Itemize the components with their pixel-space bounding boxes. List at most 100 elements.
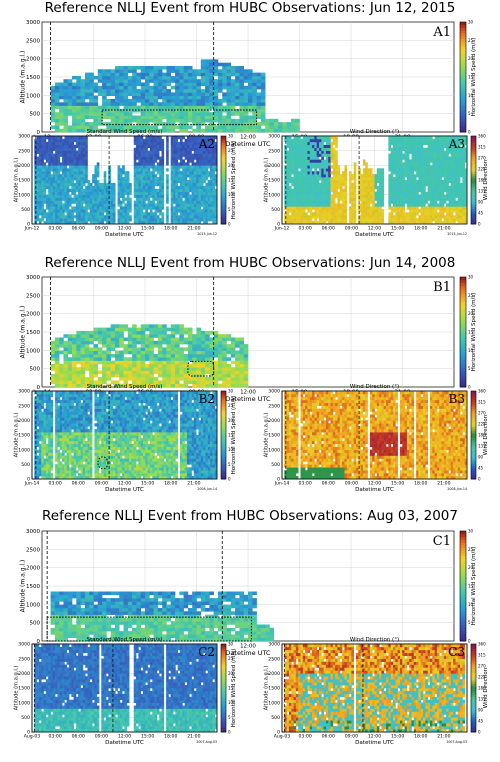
- data-cell: [43, 153, 47, 157]
- data-cell: [325, 194, 329, 198]
- data-cell: [319, 197, 322, 201]
- data-cell: [156, 138, 160, 143]
- data-cell: [110, 122, 116, 126]
- data-cell: [443, 180, 447, 184]
- data-cell: [173, 182, 176, 187]
- data-cell: [351, 185, 354, 190]
- data-cell: [145, 191, 148, 195]
- data-cell: [180, 182, 183, 187]
- data-cell: [186, 150, 190, 154]
- data-cell: [443, 150, 447, 154]
- data-cell: [85, 138, 88, 143]
- data-cell: [397, 180, 401, 184]
- data-cell: [161, 221, 165, 225]
- data-cell: [127, 69, 133, 73]
- data-cell: [55, 203, 58, 207]
- data-cell: [170, 147, 174, 151]
- data-cell: [325, 136, 329, 140]
- data-cell: [57, 136, 61, 140]
- data-cell: [152, 171, 155, 175]
- data-cell: [80, 79, 86, 83]
- data-cell: [316, 212, 320, 216]
- data-cell: [198, 168, 202, 172]
- data-cell: [186, 180, 190, 184]
- data-cell: [434, 165, 438, 169]
- data-cell: [156, 182, 160, 187]
- data-cell: [191, 215, 195, 219]
- data-cell: [312, 185, 315, 190]
- data-cell: [203, 191, 206, 195]
- data-cell: [108, 197, 111, 201]
- data-cell: [210, 174, 213, 178]
- data-cell: [140, 206, 144, 210]
- data-cell: [260, 99, 266, 103]
- data-cell: [48, 182, 51, 187]
- data-cell: [41, 194, 44, 198]
- data-cell: [69, 209, 72, 213]
- data-cell: [55, 177, 58, 181]
- data-cell: [45, 212, 49, 216]
- data-cell: [99, 197, 102, 201]
- data-cell: [149, 171, 153, 175]
- colorbar-tick-label: 0: [468, 130, 471, 135]
- data-cell: [443, 177, 447, 181]
- data-cell: [175, 112, 180, 116]
- data-cell: [186, 209, 190, 213]
- data-cell: [388, 141, 391, 146]
- data-cell: [200, 185, 204, 190]
- data-cell: [38, 162, 42, 166]
- data-cell: [446, 191, 449, 195]
- data-cell: [170, 144, 174, 149]
- data-cell: [316, 188, 320, 193]
- data-cell: [339, 182, 343, 187]
- data-cell: [397, 138, 401, 143]
- data-cell: [430, 165, 433, 169]
- data-cell: [411, 215, 415, 219]
- data-cell: [319, 182, 322, 187]
- data-cell: [393, 221, 396, 225]
- data-cell: [207, 144, 211, 149]
- colorbar-segment: [460, 52, 466, 56]
- data-cell: [182, 144, 185, 149]
- data-cell: [351, 200, 354, 204]
- data-cell: [376, 206, 380, 210]
- data-cell: [55, 206, 58, 210]
- data-cell: [106, 79, 111, 83]
- data-cell: [402, 136, 405, 140]
- data-cell: [362, 197, 366, 201]
- data-cell: [45, 177, 49, 181]
- data-cell: [170, 69, 176, 73]
- data-cell: [34, 182, 37, 187]
- data-cell: [73, 177, 77, 181]
- x-tick-label: 15:00: [141, 226, 154, 232]
- data-cell: [460, 197, 463, 201]
- data-cell: [425, 171, 428, 175]
- data-cell: [41, 191, 44, 195]
- data-cell: [177, 197, 181, 201]
- data-cell: [96, 215, 100, 219]
- data-cell: [337, 197, 341, 201]
- data-cell: [328, 136, 331, 140]
- data-cell: [170, 112, 176, 116]
- data-cell: [432, 209, 435, 213]
- data-cell: [80, 209, 84, 213]
- data-cell: [321, 136, 324, 140]
- data-cell: [145, 188, 148, 193]
- colorbar-tick-label: 20: [228, 163, 234, 168]
- data-cell: [460, 191, 463, 195]
- data-cell: [362, 212, 366, 216]
- data-cell: [99, 194, 102, 198]
- colorbar-tick-label: 10: [468, 93, 474, 98]
- data-cell: [50, 115, 56, 120]
- data-cell: [418, 180, 422, 184]
- data-cell: [145, 159, 148, 163]
- data-cell: [217, 128, 223, 133]
- data-cell: [75, 177, 79, 181]
- data-cell: [136, 92, 142, 96]
- data-cell: [307, 194, 311, 198]
- data-cell: [265, 118, 270, 123]
- data-cell: [191, 218, 195, 222]
- data-cell: [200, 180, 204, 184]
- data-cell: [69, 200, 72, 204]
- data-cell: [399, 191, 403, 195]
